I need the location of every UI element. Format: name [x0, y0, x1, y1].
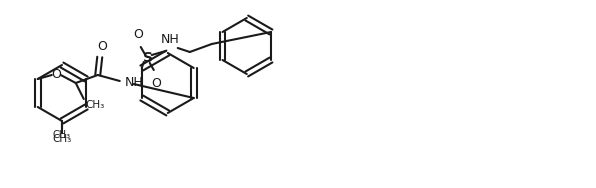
Text: NH: NH	[160, 33, 179, 46]
Text: NH: NH	[125, 77, 144, 89]
Text: CH₃: CH₃	[52, 134, 72, 144]
Text: CH₃: CH₃	[86, 100, 105, 110]
Text: O: O	[151, 77, 161, 90]
Text: CH₃: CH₃	[53, 130, 71, 140]
Text: O: O	[133, 28, 142, 41]
Text: O: O	[97, 40, 107, 53]
Text: O: O	[51, 68, 61, 82]
Text: S: S	[143, 51, 153, 65]
